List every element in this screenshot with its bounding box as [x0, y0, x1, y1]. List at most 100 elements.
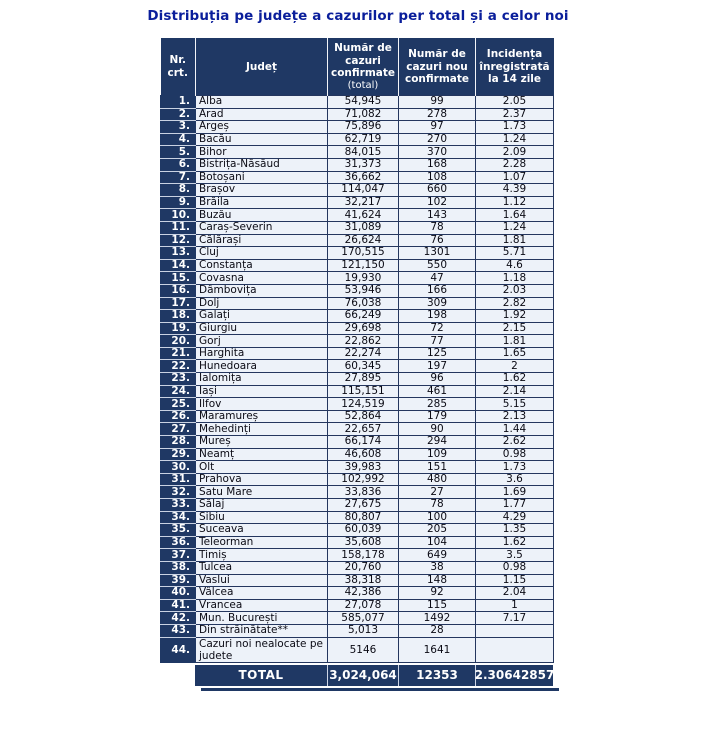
cell-new-cases: 151	[398, 460, 476, 474]
cell-incidence: 2.82	[475, 296, 554, 311]
header-confirmed-total-sub: (total)	[347, 79, 379, 91]
cell-nr: 42.	[160, 611, 196, 625]
cell-county: Călărași	[195, 233, 328, 248]
cell-confirmed: 170,515	[327, 246, 399, 260]
table-row: 3. Argeș 75,896 97 1.73	[160, 120, 554, 134]
cell-nr: 8.	[160, 183, 196, 197]
cell-incidence: 4.6	[475, 258, 554, 273]
cell-nr: 17.	[160, 296, 196, 311]
cell-nr: 28.	[160, 435, 196, 449]
cell-nr: 21.	[160, 346, 196, 361]
cell-incidence: 1.62	[475, 372, 554, 386]
total-confirmed: 3,024,064	[327, 664, 398, 686]
cell-new-cases: 97	[398, 120, 476, 134]
cell-incidence: 1.18	[475, 271, 554, 285]
cell-nr: 16.	[160, 283, 196, 298]
table-row: 4. Bacău 62,719 270 1.24	[160, 132, 554, 147]
cell-nr: 12.	[160, 233, 196, 248]
cell-county: Olt	[195, 460, 328, 474]
cell-confirmed: 102,992	[327, 472, 399, 487]
table-row: 31. Prahova 102,992 480 3.6	[160, 472, 554, 487]
cell-confirmed: 66,174	[327, 435, 399, 449]
cell-new-cases: 480	[398, 472, 476, 487]
cell-new-cases: 92	[398, 586, 476, 600]
cell-nr: 35.	[160, 523, 196, 537]
cell-new-cases: 109	[398, 447, 476, 462]
cell-nr: 36.	[160, 535, 196, 550]
cell-county: Vaslui	[195, 573, 328, 588]
cell-nr: 13.	[160, 246, 196, 260]
header-incidence-14d: Incidența înregistrată la 14 zile	[475, 38, 554, 96]
cell-county: Ialomița	[195, 372, 328, 386]
cell-nr: 41.	[160, 598, 196, 613]
cell-confirmed: 39,983	[327, 460, 399, 474]
cell-nr: 22.	[160, 359, 196, 374]
cell-incidence: 0.98	[475, 447, 554, 462]
cell-new-cases: 1641	[398, 636, 476, 663]
cell-county: Cluj	[195, 246, 328, 260]
cell-nr: 27.	[160, 422, 196, 437]
cell-incidence	[475, 636, 554, 663]
cell-incidence: 2.03	[475, 283, 554, 298]
cell-new-cases: 115	[398, 598, 476, 613]
cell-confirmed: 84,015	[327, 145, 399, 159]
cell-county: Caraș-Severin	[195, 220, 328, 235]
cell-county: Mehedinți	[195, 422, 328, 437]
cell-incidence: 1.62	[475, 535, 554, 550]
table-row: 26. Maramureș 52,864 179 2.13	[160, 409, 554, 424]
cell-new-cases: 148	[398, 573, 476, 588]
cell-new-cases: 96	[398, 372, 476, 386]
cell-nr: 10.	[160, 208, 196, 222]
cell-incidence: 2.15	[475, 321, 554, 336]
cell-confirmed: 62,719	[327, 132, 399, 147]
cell-nr: 30.	[160, 460, 196, 474]
table-row: 19. Giurgiu 29,698 72 2.15	[160, 321, 554, 336]
cell-county: Mureș	[195, 435, 328, 449]
cell-county: Brașov	[195, 183, 328, 197]
table-row: 37. Timiș 158,178 649 3.5	[160, 548, 554, 562]
table-row: 41. Vrancea 27,078 115 1	[160, 598, 554, 613]
cell-new-cases: 1492	[398, 611, 476, 625]
cell-new-cases: 143	[398, 208, 476, 222]
cell-county: Hunedoara	[195, 359, 328, 374]
cell-nr: 23.	[160, 372, 196, 386]
cell-county: Satu Mare	[195, 485, 328, 499]
cell-confirmed: 5,013	[327, 623, 399, 638]
cell-confirmed: 60,345	[327, 359, 399, 374]
cell-incidence: 1.15	[475, 573, 554, 588]
table-row: 15. Covasna 19,930 47 1.18	[160, 271, 554, 285]
cell-new-cases: 38	[398, 560, 476, 575]
cell-new-cases: 166	[398, 283, 476, 298]
cell-confirmed: 35,608	[327, 535, 399, 550]
cell-new-cases: 197	[398, 359, 476, 374]
cases-table: Nr. crt. Județ Număr de cazuri confirmat…	[160, 38, 554, 663]
cell-confirmed: 22,657	[327, 422, 399, 437]
table-row: 7. Botoșani 36,662 108 1.07	[160, 170, 554, 185]
cell-county: Sălaj	[195, 498, 328, 512]
cell-county: Giurgiu	[195, 321, 328, 336]
cell-county: Vrancea	[195, 598, 328, 613]
table-row: 12. Călărași 26,624 76 1.81	[160, 233, 554, 248]
cell-nr: 9.	[160, 195, 196, 210]
table-row: 5. Bihor 84,015 370 2.09	[160, 145, 554, 159]
cell-nr: 39.	[160, 573, 196, 588]
cell-confirmed: 71,082	[327, 107, 399, 122]
cell-new-cases: 108	[398, 170, 476, 185]
cell-nr: 20.	[160, 334, 196, 348]
cell-new-cases: 285	[398, 397, 476, 411]
cell-county: Dâmbovița	[195, 283, 328, 298]
cell-nr: 14.	[160, 258, 196, 273]
cell-incidence: 2.14	[475, 384, 554, 399]
cell-nr: 2.	[160, 107, 196, 122]
cell-county: Ilfov	[195, 397, 328, 411]
cell-new-cases: 28	[398, 623, 476, 638]
cell-new-cases: 100	[398, 510, 476, 525]
table-row: 29. Neamț 46,608 109 0.98	[160, 447, 554, 462]
header-new-confirmed: Număr de cazuri nou confirmate	[398, 38, 476, 96]
table-row: 43. Din străinătate** 5,013 28	[160, 623, 554, 638]
cell-confirmed: 115,151	[327, 384, 399, 399]
table-row: 13. Cluj 170,515 1301 5.71	[160, 246, 554, 260]
cell-county: Buzău	[195, 208, 328, 222]
cell-confirmed: 124,519	[327, 397, 399, 411]
cell-incidence: 1.73	[475, 120, 554, 134]
